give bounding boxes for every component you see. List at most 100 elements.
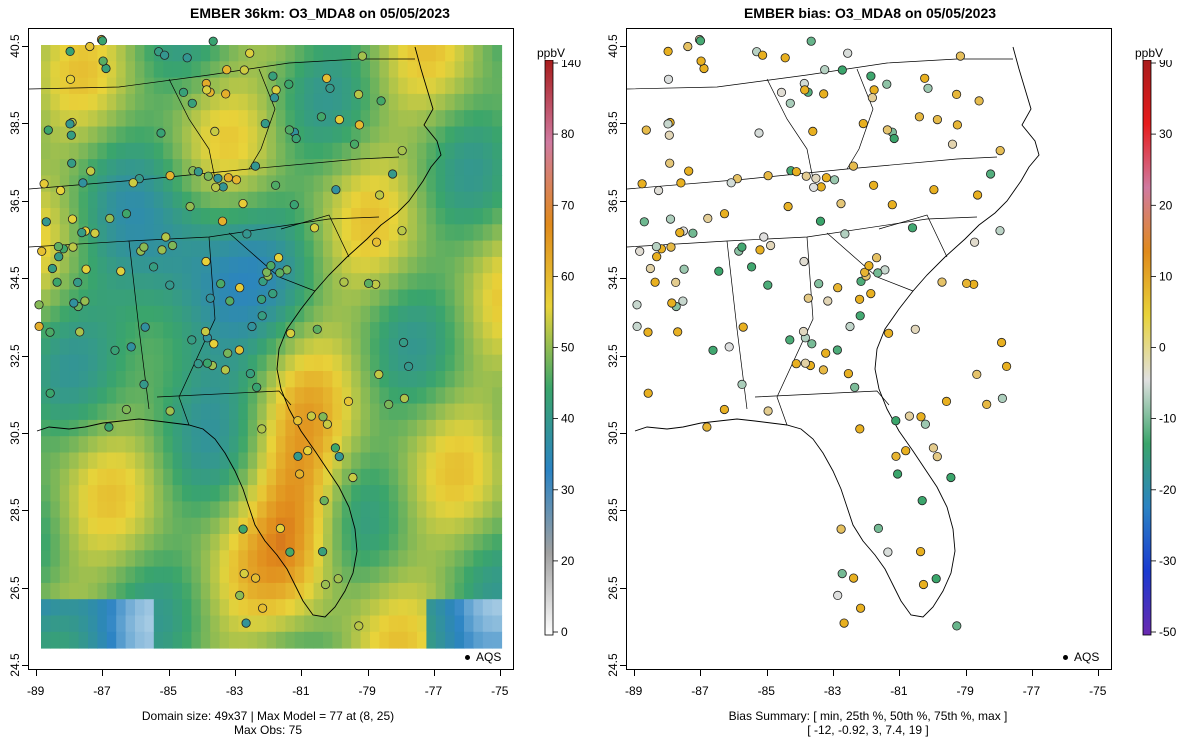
grid-cell [210,615,221,633]
grid-cell [182,305,192,323]
grid-cell [88,599,98,616]
grid-cell [229,615,239,633]
grid-cell [41,582,51,600]
grid-cell [153,256,164,274]
grid-cell [116,273,127,290]
bias-station-dot [918,579,929,590]
grid-cell [125,256,136,274]
grid-cell [388,45,399,62]
grid-cell [125,191,136,209]
grid-cell [88,631,98,649]
grid-cell [473,126,484,144]
grid-cell [247,142,258,160]
grid-cell [370,142,380,160]
station-dot [165,406,175,416]
x-tick-label: -75 [1089,684,1107,698]
grid-cell [276,159,286,176]
grid-cell [323,305,333,323]
grid-cell [125,142,136,160]
grid-cell [88,615,98,633]
grid-cell [69,615,80,633]
grid-cell [106,599,117,616]
grid-cell [135,517,145,535]
station-dot [374,369,384,379]
grid-cell [116,142,127,160]
grid-cell [88,501,98,519]
grid-cell [219,534,230,551]
grid-cell [445,289,456,307]
grid-cell [219,403,230,421]
grid-cell [313,93,324,111]
grid-cell [464,436,474,453]
station-dot [334,451,344,462]
grid-cell [388,322,399,339]
grid-cell [69,550,80,568]
grid-cell [135,175,145,193]
grid-cell [41,436,51,453]
grid-cell [454,485,465,502]
grid-cell [398,419,409,437]
grid-cell [351,452,362,470]
grid-cell [341,61,352,79]
grid-cell [182,289,192,307]
x-tick-mark [832,670,834,676]
domain-summary: Domain size: 49x37 | Max Model = 77 at (… [141,709,395,723]
bias-station-dot [961,278,972,288]
grid-cell [191,566,202,584]
grid-cell [379,452,390,470]
grid-cell [464,256,474,274]
grid-cell [417,517,427,535]
grid-cell [144,436,155,453]
grid-cell [163,599,174,616]
grid-cell [106,305,117,323]
grid-cell [426,159,437,176]
grid-cell [482,468,493,486]
grid-cell [116,403,127,421]
grid-cell [341,468,352,486]
grid-cell [97,93,108,111]
grid-cell [144,468,155,486]
grid-cell [182,61,192,79]
grid-cell [144,485,155,502]
grid-cell [163,305,174,323]
station-dot [54,252,64,262]
grid-cell [153,534,164,551]
bias-station-dot [883,547,893,557]
station-dot [268,71,278,81]
grid-cell [417,599,427,616]
bias-station-dot [840,229,850,239]
grid-cell [229,191,239,209]
x-tick-mark [766,670,768,676]
grid-cell [257,615,268,633]
bias-station-dot [664,130,674,140]
grid-cell [135,110,145,127]
grid-cell [69,517,80,535]
grid-cell [229,77,239,95]
grid-cell [370,599,380,616]
grid-cell [294,61,305,79]
grid-cell [163,631,174,649]
grid-cell [106,436,117,453]
grid-cell [473,599,484,616]
bias-station-dot [955,51,965,61]
grid-cell [229,485,239,502]
station-dot [85,41,95,52]
station-dot [165,171,175,181]
station-dot [128,178,138,188]
grid-cell [229,582,239,600]
station-dot [69,298,79,308]
grid-cell [351,208,362,225]
grid-cell [210,419,221,437]
grid-cell [182,175,192,193]
bias-station-dot [837,568,847,579]
grid-cell [50,599,61,616]
grid-cell [341,110,352,127]
grid-cell [78,338,89,356]
grid-cell [294,273,305,290]
bias-station-dot [891,451,901,461]
grid-cell [285,534,296,551]
grid-cell [238,240,249,258]
grid-cell [341,452,352,470]
grid-cell [125,436,136,453]
grid-cell [97,159,108,176]
